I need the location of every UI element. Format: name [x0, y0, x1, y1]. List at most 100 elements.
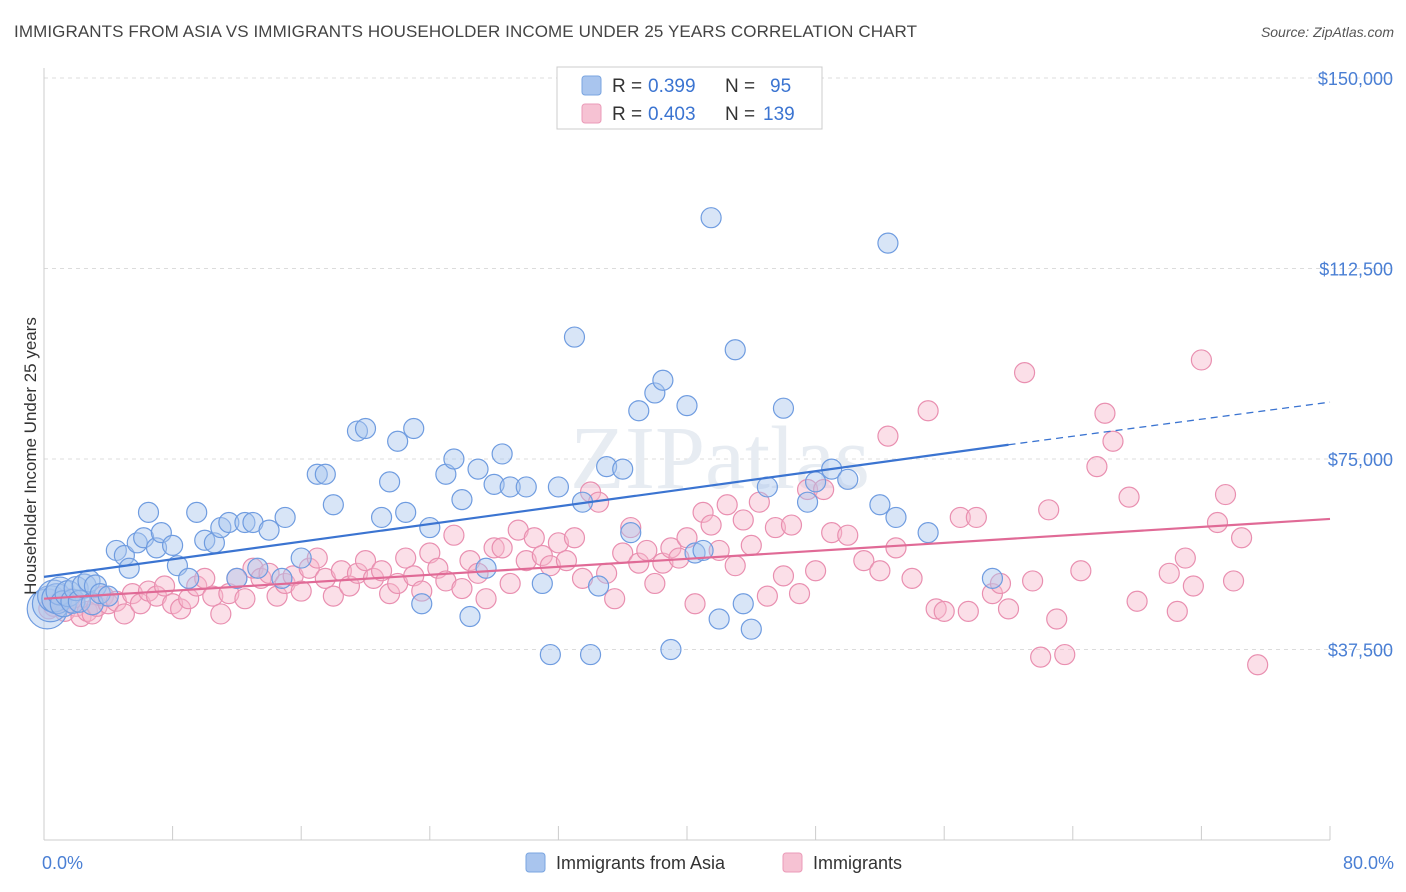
point-asia	[579, 643, 602, 666]
point-immigrants	[1086, 456, 1108, 478]
point-immigrants	[1166, 600, 1188, 623]
point-immigrants	[788, 583, 811, 605]
point-asia	[587, 575, 610, 597]
point-asia	[162, 534, 184, 556]
point-asia	[547, 476, 570, 498]
point-asia	[443, 448, 465, 470]
point-immigrants	[700, 514, 722, 536]
point-asia	[628, 400, 650, 422]
point-immigrants	[306, 547, 328, 569]
legend-n-value-asia: 95	[770, 76, 791, 97]
point-asia	[676, 395, 698, 417]
point-immigrants	[965, 506, 987, 529]
bottom-legend-label-immigrants: Immigrants	[813, 853, 902, 873]
point-immigrants	[523, 527, 545, 549]
point-immigrants	[547, 532, 570, 554]
point-immigrants	[1070, 560, 1092, 582]
y-tick-label-3: $150,000	[1318, 69, 1393, 89]
point-asia	[652, 369, 674, 391]
point-asia	[732, 593, 754, 615]
point-immigrants	[411, 580, 433, 602]
point-asia	[499, 476, 521, 498]
point-immigrants	[604, 588, 626, 610]
y-tick-label-0: $37,500	[1328, 641, 1393, 661]
point-asia	[322, 494, 344, 516]
point-asia	[620, 522, 642, 544]
bottom-legend-label-asia: Immigrants from Asia	[556, 853, 726, 873]
point-asia	[411, 593, 433, 615]
point-immigrants	[636, 539, 658, 562]
point-immigrants	[756, 585, 778, 607]
point-immigrants	[1247, 654, 1269, 676]
point-immigrants	[113, 603, 135, 625]
point-immigrants	[1094, 402, 1116, 424]
source-label: Source: ZipAtlas.com	[1260, 24, 1394, 40]
point-immigrants	[917, 400, 939, 422]
point-immigrants	[877, 425, 899, 447]
point-asia	[869, 494, 891, 516]
point-asia	[395, 501, 417, 523]
point-immigrants	[1126, 590, 1148, 612]
point-asia	[137, 501, 160, 523]
point-immigrants	[780, 514, 803, 536]
point-immigrants	[796, 478, 819, 501]
point-immigrants	[266, 585, 288, 607]
point-immigrants	[1174, 547, 1196, 569]
point-asia	[370, 506, 393, 529]
trend-line-asia	[43, 443, 1009, 578]
point-immigrants	[692, 501, 714, 523]
point-asia	[531, 572, 553, 595]
point-asia	[186, 501, 208, 523]
point-immigrants	[869, 560, 891, 582]
y-axis-label: Householder Income Under 25 years	[21, 317, 40, 595]
point-immigrants	[202, 585, 224, 607]
point-immigrants	[234, 588, 256, 610]
point-asia	[226, 567, 248, 589]
point-immigrants	[716, 494, 738, 516]
point-immigrants	[925, 598, 947, 620]
point-immigrants	[997, 598, 1020, 620]
legend-swatch-asia	[581, 75, 602, 96]
point-asia	[306, 463, 328, 485]
point-immigrants	[483, 537, 505, 559]
point-immigrants	[949, 506, 971, 529]
point-immigrants	[322, 585, 344, 607]
legend: R = 0.399 N = 95 R = 0.403 N = 139	[556, 66, 823, 130]
trend-line-asia-extension	[1008, 401, 1331, 446]
point-asia	[274, 506, 296, 529]
point-asia	[772, 397, 795, 419]
point-immigrants	[620, 516, 642, 539]
point-immigrants	[370, 560, 393, 582]
point-immigrants	[1230, 527, 1253, 549]
point-immigrants	[1038, 499, 1060, 521]
point-asia	[459, 605, 481, 628]
point-immigrants	[354, 549, 377, 572]
point-asia	[724, 339, 746, 361]
point-asia	[467, 458, 489, 480]
point-immigrants	[740, 534, 762, 556]
point-asia	[700, 207, 722, 229]
point-asia	[451, 489, 473, 511]
point-immigrants	[153, 575, 176, 597]
point-asia	[885, 506, 907, 529]
y-tick-labels: $37,500 $75,000 $112,500 $150,000	[1318, 69, 1393, 661]
bottom-legend-swatch-immigrants	[782, 852, 803, 873]
point-immigrants	[821, 522, 843, 544]
point-asia	[644, 382, 666, 404]
y-tick-label-2: $112,500	[1319, 260, 1393, 280]
point-immigrants	[499, 572, 521, 595]
point-immigrants	[563, 527, 586, 549]
point-immigrants	[451, 577, 473, 600]
point-asia	[118, 557, 140, 579]
point-asia	[247, 557, 269, 579]
legend-swatch-immigrants	[581, 103, 602, 124]
legend-r-label-asia: R =	[612, 76, 642, 97]
point-asia	[796, 491, 819, 513]
point-asia	[419, 516, 441, 539]
point-asia	[563, 326, 586, 348]
bottom-legend: Immigrants from Asia Immigrants	[525, 852, 902, 873]
point-immigrants	[772, 565, 795, 587]
point-asia	[354, 417, 377, 440]
point-asia	[692, 539, 714, 562]
